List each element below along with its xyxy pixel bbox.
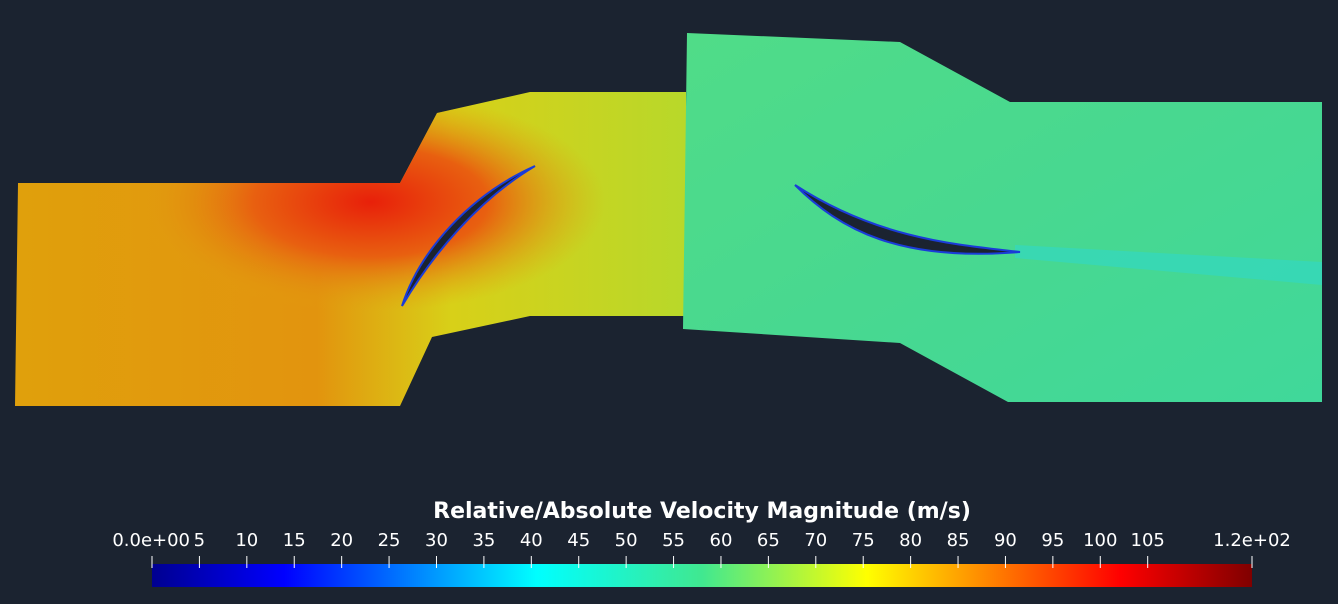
colorbar-tick-label: 30 — [425, 530, 448, 551]
colorbar-tick-label: 1.2e+02 — [1213, 530, 1291, 551]
colorbar-tick-label: 45 — [567, 530, 590, 551]
colorbar-tick-label: 65 — [757, 530, 780, 551]
wake — [1015, 245, 1322, 285]
colorbar-tick-label: 80 — [899, 530, 922, 551]
colorbar-tick-label: 95 — [1041, 530, 1064, 551]
colorbar-tick-label: 25 — [378, 530, 401, 551]
colorbar-tick-label: 75 — [852, 530, 875, 551]
colorbar-tick-label: 5 — [194, 530, 205, 551]
stator-blade — [401, 165, 536, 307]
colorbar-tick-label: 50 — [615, 530, 638, 551]
colorbar-tick-label: 100 — [1083, 530, 1117, 551]
colorbar-tick-label: 70 — [804, 530, 827, 551]
colorbar-tick-label: 55 — [662, 530, 685, 551]
colorbar-ticks: 0.0e+00 5 10 15 20 25 30 35 40 45 50 55 60 65 70 75 80 85… — [112, 530, 1291, 568]
colorbar-tick-label: 85 — [947, 530, 970, 551]
colorbar-tick-label: 40 — [520, 530, 543, 551]
colorbar-tick-label: 90 — [994, 530, 1017, 551]
colorbar-tick-label: 35 — [472, 530, 495, 551]
colorbar-title: Relative/Absolute Velocity Magnitude (m/… — [433, 499, 971, 524]
colorbar-tick-label: 0.0e+00 — [112, 530, 190, 551]
colorbar — [152, 564, 1252, 587]
colorbar-tick-label: 60 — [710, 530, 733, 551]
colorbar-tick-label: 15 — [283, 530, 306, 551]
stator-hotspot — [15, 92, 686, 406]
rotor-domain — [683, 33, 1322, 402]
colorbar-tick-label: 10 — [235, 530, 258, 551]
colorbar-tick-label: 105 — [1131, 530, 1165, 551]
colorbar-tick-label: 20 — [330, 530, 353, 551]
rotor-blade — [794, 184, 1021, 255]
